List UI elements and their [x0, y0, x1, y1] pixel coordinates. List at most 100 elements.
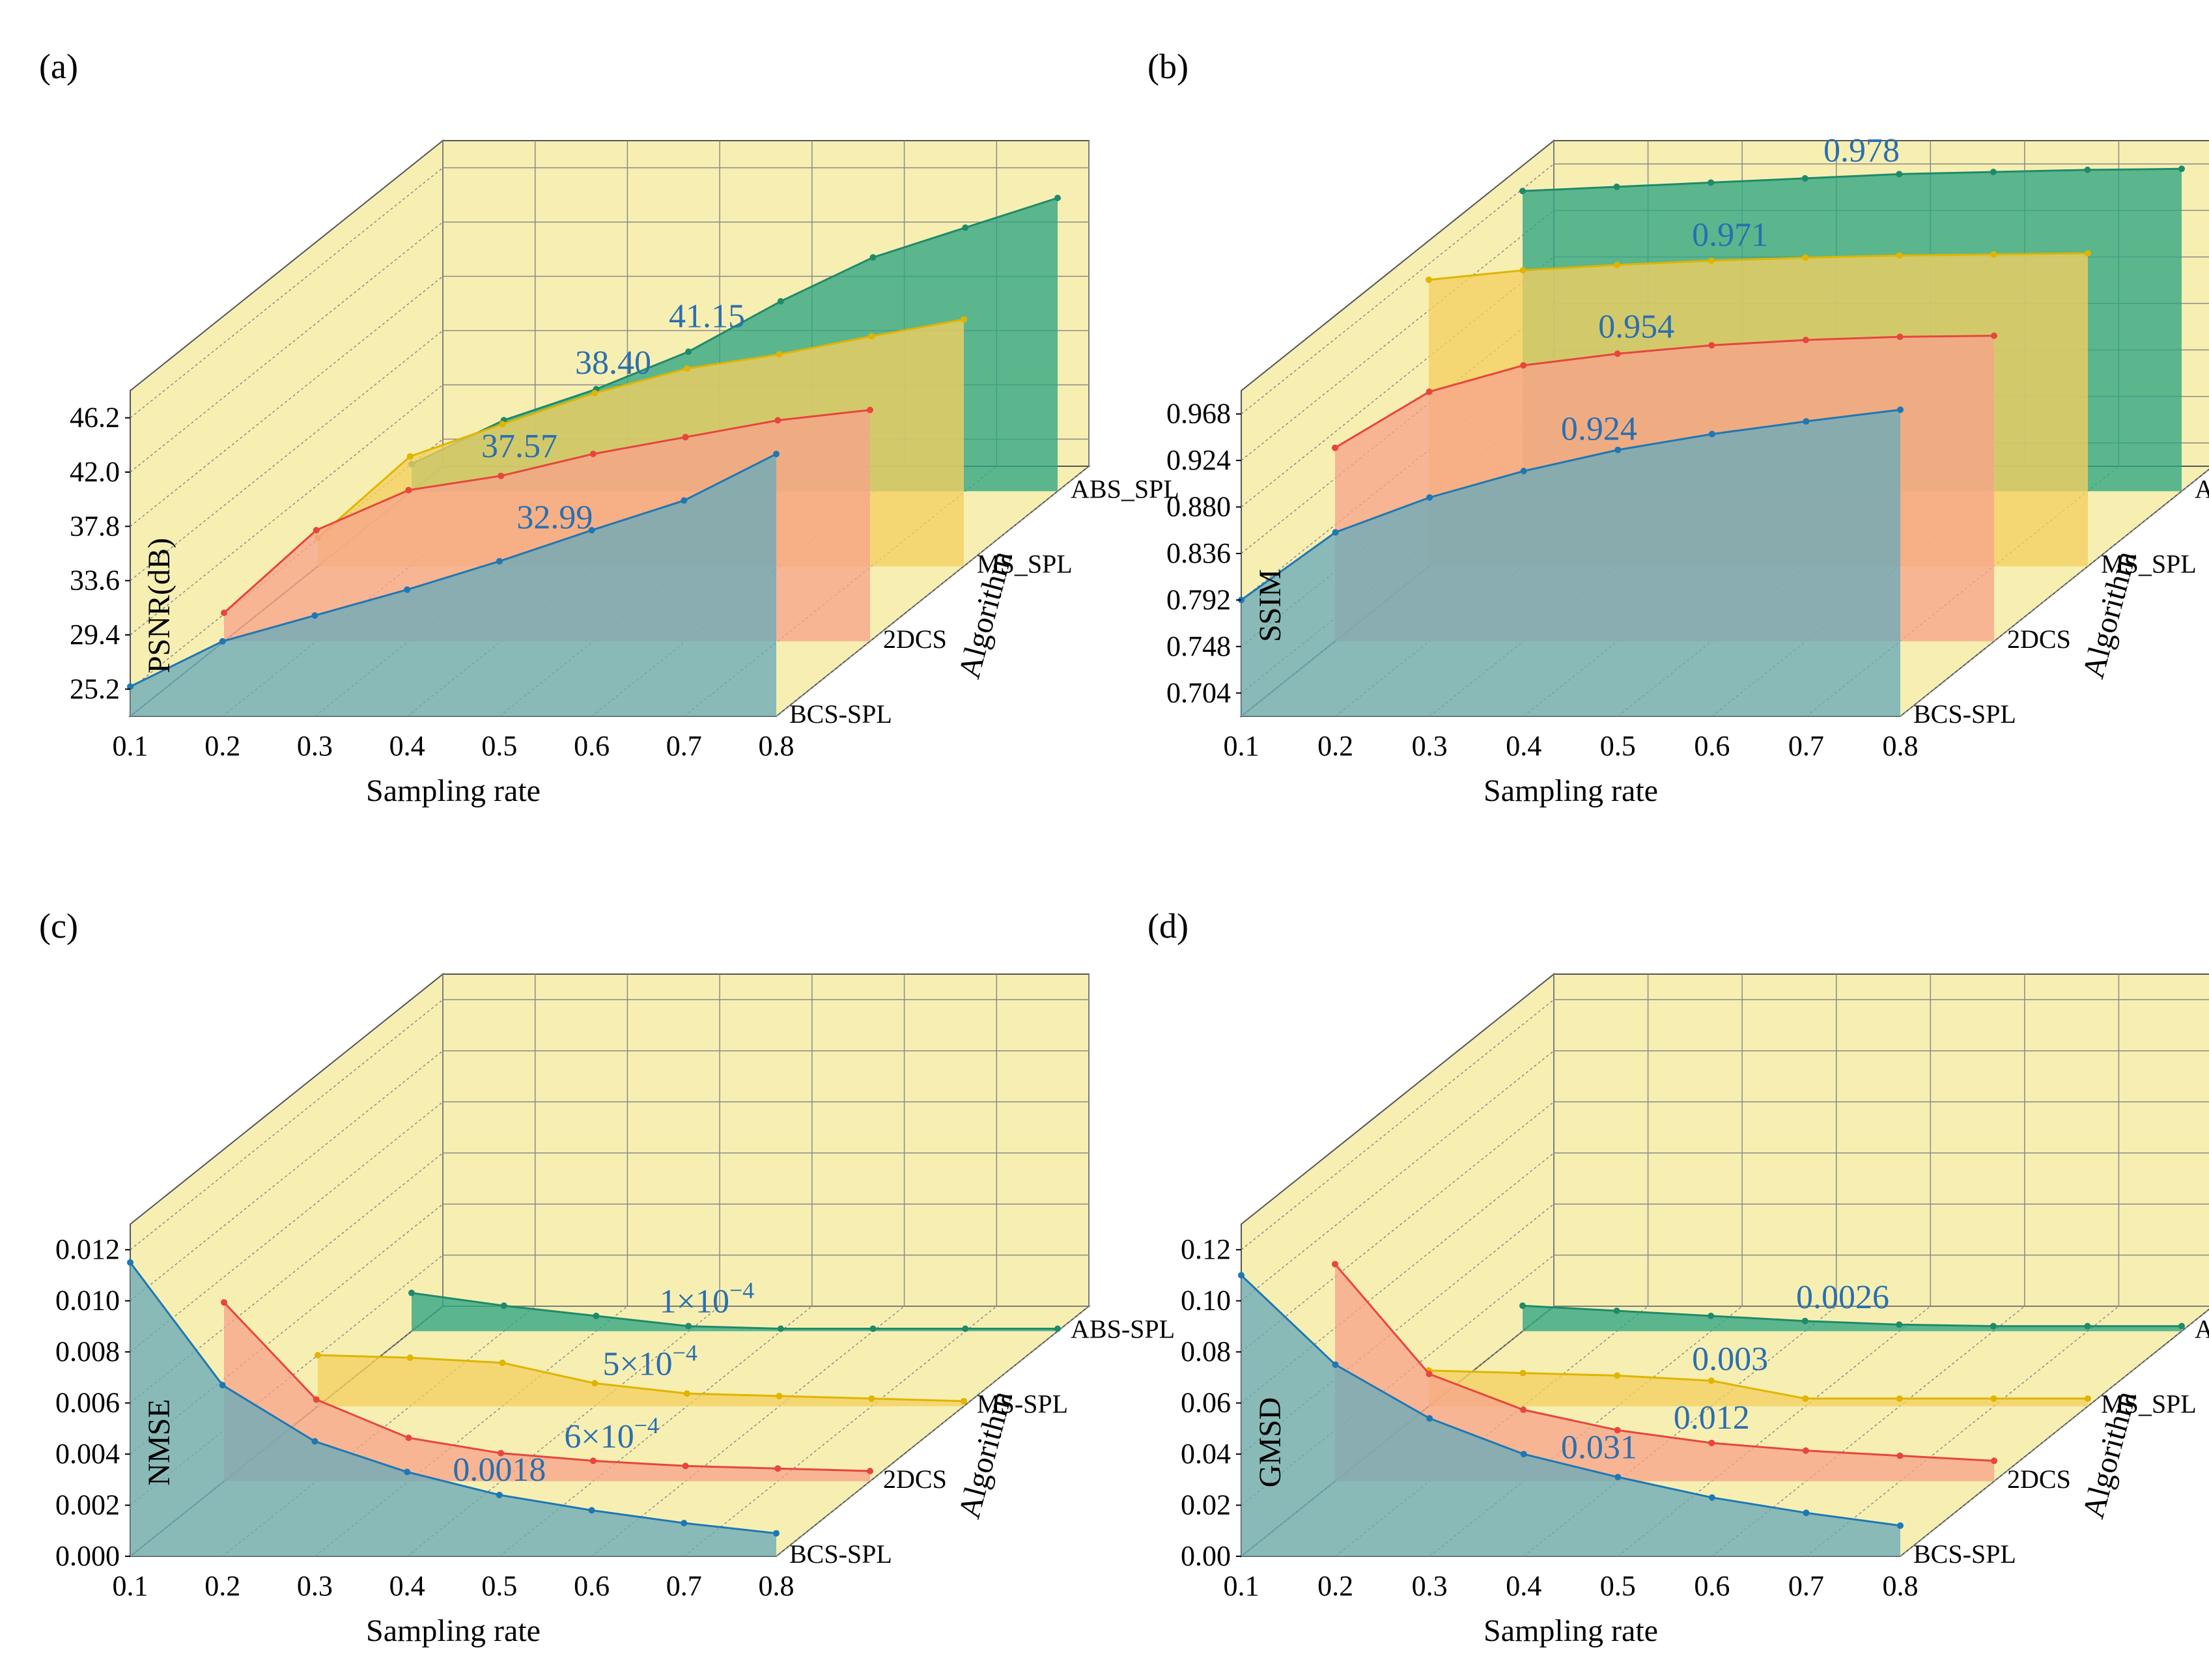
data-point [1990, 1323, 1997, 1330]
category-label: MS-SPL [977, 1390, 1068, 1419]
wall-grid-line [130, 1153, 443, 1404]
value-annotation: 1×10−4 [660, 1277, 755, 1320]
x-tick-label: 0.3 [297, 730, 333, 762]
data-point [1991, 1457, 1997, 1464]
data-point [961, 316, 967, 323]
data-point [1896, 1395, 1903, 1402]
x-tick-label: 0.3 [1412, 1570, 1448, 1602]
data-point [1708, 1494, 1715, 1501]
data-point [685, 348, 692, 356]
data-point [1896, 171, 1903, 178]
annotation-text: 41.15 [669, 298, 745, 335]
data-point [2084, 1323, 2091, 1330]
category-label: ABS-SPL [2195, 1314, 2209, 1343]
annotation-text: 37.57 [481, 428, 557, 465]
data-point [1332, 1261, 1338, 1268]
series-area-2DCS [224, 1302, 870, 1481]
data-point [1708, 1439, 1715, 1446]
y-tick-label: 0.748 [1166, 630, 1231, 662]
data-point [1614, 1474, 1622, 1481]
floor-grid-line [1523, 1306, 1837, 1557]
data-point [1990, 169, 1997, 176]
annotation-text: 0.031 [1561, 1429, 1637, 1466]
x-tick-label: 0.3 [1412, 730, 1448, 762]
data-point [1332, 444, 1338, 451]
data-point [869, 254, 877, 261]
panel-letter: (c) [39, 906, 78, 945]
series-line-ABS_SPL [411, 197, 1058, 466]
x-tick-label: 0.2 [1317, 730, 1353, 762]
series-line-2DCS [223, 1302, 871, 1472]
data-point [1897, 1522, 1904, 1529]
data-point [1896, 333, 1904, 341]
annotation-text: 0.0026 [1796, 1279, 1889, 1316]
y-tick-label: 33.6 [70, 565, 120, 596]
x-tick-label: 0.7 [1788, 1570, 1824, 1602]
y-tick-label: 0.02 [1181, 1489, 1231, 1521]
y-tick-label: 0.006 [55, 1387, 120, 1419]
x-tick-label: 0.5 [1600, 1570, 1636, 1602]
value-annotation: 0.924 [1561, 410, 1637, 447]
y-tick-label: 0.12 [1181, 1233, 1231, 1265]
y-tick-label: 42.0 [70, 456, 120, 488]
data-point [1054, 195, 1061, 202]
series-area-MS_SPL [1429, 1370, 2088, 1407]
data-point [311, 612, 318, 619]
data-point [1991, 332, 1997, 339]
data-point [1708, 257, 1715, 264]
floor-grid-line [591, 1306, 905, 1557]
data-point [1519, 1369, 1527, 1377]
data-point [313, 1396, 320, 1403]
data-point [774, 417, 781, 424]
annotation-text: 0.954 [1598, 309, 1674, 346]
data-point [867, 406, 873, 413]
x-tick-label: 0.5 [481, 1570, 517, 1602]
data-point [773, 451, 780, 458]
series-line-BCS-SPL [1241, 408, 1901, 601]
data-point [1426, 494, 1433, 501]
series-area-ABS-SPL [1523, 1306, 2182, 1332]
data-point [2085, 250, 2091, 257]
data-point [500, 1302, 507, 1309]
floor-grid-line [1711, 1306, 2025, 1557]
annotation-text: 5×10 [602, 1346, 672, 1383]
wall-grid-line [1241, 999, 1555, 1250]
floor-grid-line [683, 1306, 997, 1557]
y-tick-label: 0.968 [1166, 398, 1231, 430]
value-annotation: 41.15 [669, 298, 745, 335]
x-tick-label: 0.7 [1788, 730, 1824, 762]
y-tick-label: 0.836 [1166, 537, 1231, 569]
panel-a: ABS_SPL MS_SPL 2DCS BCS-SPL 32.99 37.57 38.40 4… [39, 47, 1179, 808]
x-tick-label: 0.1 [113, 730, 148, 762]
value-annotation: 0.971 [1692, 216, 1768, 253]
wall-grid-line [1241, 1101, 1555, 1352]
data-point [1896, 1452, 1904, 1459]
data-point [1990, 1395, 1997, 1402]
annotation-text: 0.978 [1823, 132, 1900, 169]
value-annotation: 37.57 [481, 428, 557, 465]
wall-grid-line [1241, 1153, 1555, 1404]
data-point [2178, 165, 2185, 173]
data-point [591, 389, 598, 397]
data-point [1708, 430, 1715, 438]
data-point [127, 683, 134, 690]
floor-grid-line [1900, 1308, 2209, 1557]
y-tick-label: 0.012 [55, 1233, 120, 1265]
data-point [498, 472, 505, 479]
data-point [1519, 267, 1527, 274]
data-point [1519, 188, 1526, 195]
x-tick-label: 0.8 [1883, 730, 1919, 762]
data-point [1801, 1317, 1808, 1324]
data-point [685, 1323, 692, 1330]
floor-grid-line [1900, 468, 2209, 717]
wall-grid-line [1241, 1050, 1555, 1302]
category-label: ABS-SPL [1071, 1314, 1175, 1343]
category-label: MS_SPL [2101, 550, 2197, 579]
x-tick-label: 0.8 [759, 730, 795, 762]
annotation-exponent: −4 [634, 1412, 659, 1438]
annotation-text: 0.012 [1674, 1399, 1750, 1436]
data-point [1520, 362, 1527, 369]
value-annotation: 6×10−4 [564, 1412, 659, 1455]
wall-grid-line [1241, 1203, 1555, 1455]
value-annotation: 32.99 [516, 499, 593, 536]
